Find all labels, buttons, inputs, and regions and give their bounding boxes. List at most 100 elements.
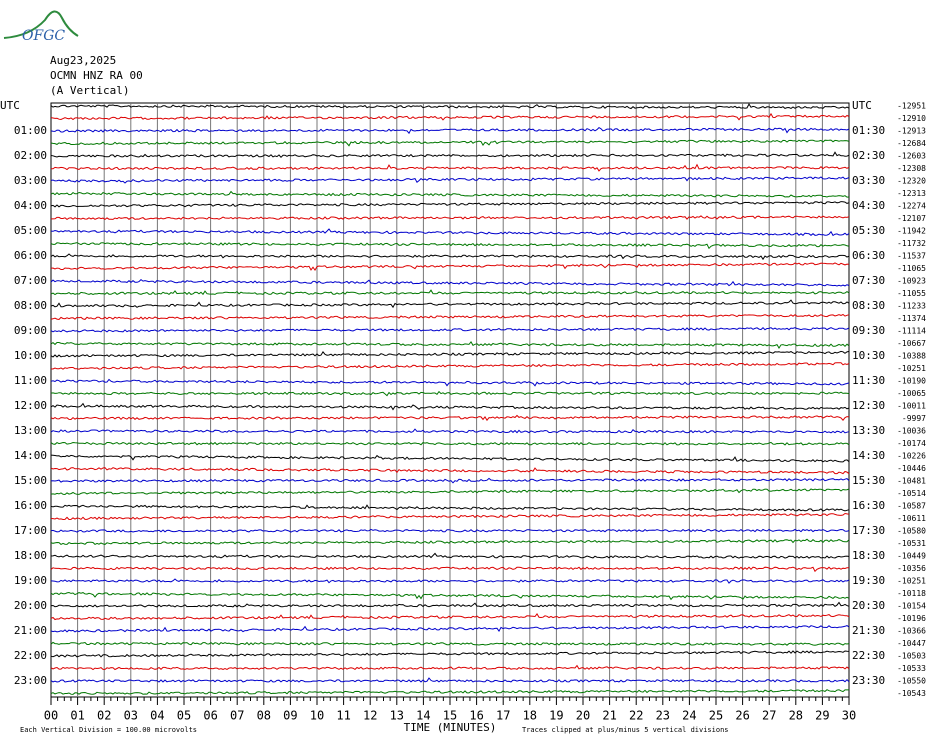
trace: [50, 402, 850, 411]
right-hour-label: 14:30: [852, 449, 885, 462]
trace-value: -11942: [897, 227, 926, 236]
trace-value: -10531: [897, 539, 926, 548]
trace-value: -12603: [897, 152, 926, 161]
trace-value: -11732: [897, 239, 926, 248]
x-tick-label: 23: [656, 709, 670, 723]
right-hour-label: 18:30: [852, 549, 885, 562]
x-tick-label: 15: [443, 709, 457, 723]
trace: [50, 512, 850, 521]
trace: [50, 613, 850, 621]
trace-value: -10923: [897, 277, 926, 286]
trace-value: -10251: [897, 577, 926, 586]
trace: [50, 578, 850, 584]
left-hour-label: 03:00: [14, 174, 47, 187]
left-hour-label: 02:00: [14, 149, 47, 162]
trace-value: -10154: [897, 602, 926, 611]
x-tick-label: 29: [815, 709, 829, 723]
trace-value: -10611: [897, 514, 926, 523]
trace: [50, 228, 850, 237]
trace-value: -10550: [897, 677, 926, 686]
trace: [50, 441, 850, 446]
trace: [50, 625, 850, 633]
trace-value: -12320: [897, 177, 926, 186]
trace: [50, 650, 850, 658]
x-tick-label: 07: [230, 709, 244, 723]
right-hour-label: 12:30: [852, 399, 885, 412]
x-tick-label: 30: [842, 709, 856, 723]
clip-note: Traces clipped at plus/minus 5 vertical …: [522, 726, 729, 734]
trace: [50, 139, 850, 147]
left-hour-label: 16:00: [14, 499, 47, 512]
trace-value: -10251: [897, 364, 926, 373]
trace-value: -12313: [897, 189, 926, 198]
right-hour-label: 22:30: [852, 649, 885, 662]
trace: [50, 350, 850, 358]
trace-value: -10580: [897, 527, 926, 536]
x-tick-label: 05: [177, 709, 191, 723]
trace-value: -10065: [897, 389, 926, 398]
trace-value: -11374: [897, 314, 926, 323]
trace-value: -10449: [897, 552, 926, 561]
trace-value: -10011: [897, 402, 926, 411]
station: OCMN HNZ RA 00: [50, 69, 143, 82]
trace: [50, 378, 850, 387]
x-tick-label: 10: [310, 709, 324, 723]
right-hour-label: 03:30: [852, 174, 885, 187]
x-tick-label: 09: [283, 709, 297, 723]
trace: [50, 126, 850, 135]
trace-value: -10447: [897, 639, 926, 648]
right-hour-label: 13:30: [852, 424, 885, 437]
left-hour-label: 04:00: [14, 199, 47, 212]
right-hour-label: UTC: [852, 99, 872, 112]
x-tick-label: 21: [602, 709, 616, 723]
right-hour-label: 08:30: [852, 299, 885, 312]
x-tick-label: 16: [469, 709, 483, 723]
trace-value: -12913: [897, 127, 926, 136]
trace: [50, 467, 850, 475]
scale-note: Each Vertical Division = 100.00 microvol…: [20, 726, 197, 734]
trace: [50, 428, 850, 434]
trace: [50, 289, 850, 296]
trace-value: -10196: [897, 614, 926, 623]
left-hour-label: 22:00: [14, 649, 47, 662]
x-tick-label: 12: [363, 709, 377, 723]
trace-value: -10503: [897, 652, 926, 661]
left-hour-label: 18:00: [14, 549, 47, 562]
left-hour-label: 09:00: [14, 324, 47, 337]
right-hour-label: 09:30: [852, 324, 885, 337]
x-tick-label: 03: [124, 709, 138, 723]
x-tick-label: 11: [336, 709, 350, 723]
trace-value: -10118: [897, 589, 926, 598]
left-hour-label: 06:00: [14, 249, 47, 262]
left-hour-label: 01:00: [14, 124, 47, 137]
trace-value: -10356: [897, 564, 926, 573]
right-hour-label: 17:30: [852, 524, 885, 537]
trace-value: -10174: [897, 439, 926, 448]
trace: [50, 528, 850, 533]
x-tick-label: 19: [549, 709, 563, 723]
trace: [51, 215, 850, 221]
right-hour-label: 04:30: [852, 199, 885, 212]
trace-value: -11114: [897, 327, 926, 336]
x-tick-label: 14: [416, 709, 430, 723]
x-tick-label: 00: [44, 709, 58, 723]
trace: [50, 313, 850, 321]
date: Aug23,2025: [50, 54, 116, 67]
left-hour-label: 14:00: [14, 449, 47, 462]
trace: [50, 327, 850, 333]
x-tick-label: 25: [709, 709, 723, 723]
trace-value: -9997: [902, 414, 926, 423]
left-hour-label: UTC: [0, 99, 20, 112]
trace: [50, 262, 850, 272]
trace: [50, 201, 850, 208]
trace: [50, 664, 850, 671]
left-hour-label: 13:00: [14, 424, 47, 437]
logo-text: OFGC: [22, 28, 65, 44]
trace-value: -10587: [897, 502, 926, 511]
x-tick-label: 28: [789, 709, 803, 723]
trace-value: -12910: [897, 114, 926, 123]
left-hour-label: 19:00: [14, 574, 47, 587]
trace-value: -10388: [897, 352, 926, 361]
trace-value: -11233: [897, 302, 926, 311]
